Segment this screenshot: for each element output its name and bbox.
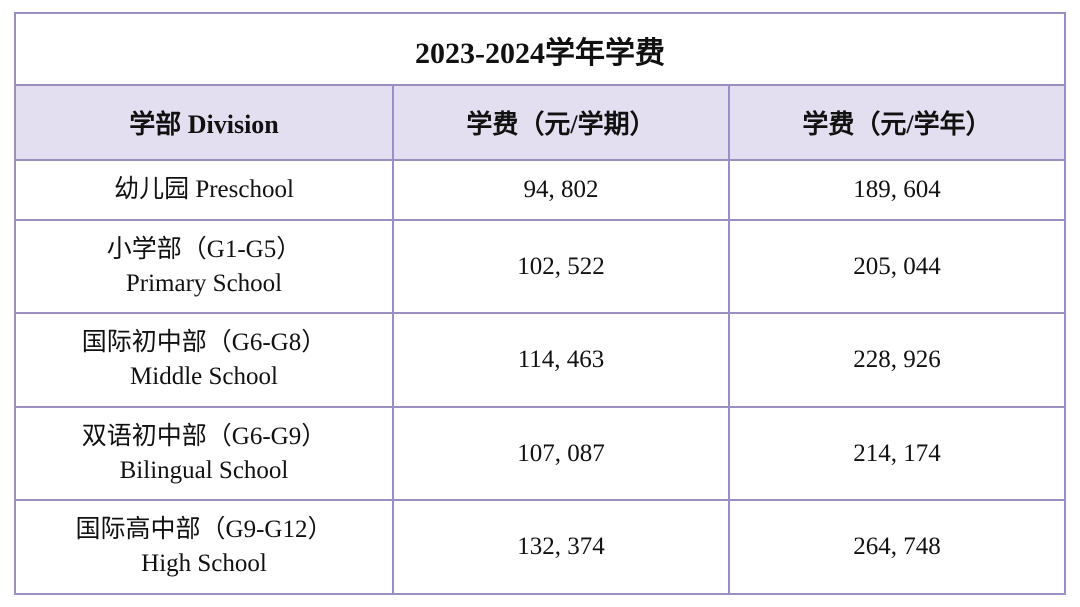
table-row: 小学部（G1-G5） Primary School 102, 522 205, … [15, 220, 1065, 314]
cell-per-semester: 94, 802 [393, 160, 729, 220]
table-title: 2023-2024学年学费 [15, 13, 1065, 85]
cell-per-semester: 102, 522 [393, 220, 729, 314]
cell-per-year: 264, 748 [729, 500, 1065, 594]
table-header-row: 学部 Division 学费（元/学期） 学费（元/学年） [15, 85, 1065, 160]
cell-per-semester: 107, 087 [393, 407, 729, 501]
division-cn: 幼儿园 Preschool [114, 176, 294, 203]
col-header-division: 学部 Division [15, 85, 393, 160]
table-row: 双语初中部（G6-G9） Bilingual School 107, 087 2… [15, 407, 1065, 501]
cell-per-year: 214, 174 [729, 407, 1065, 501]
division-cn: 国际高中部（G9-G12） [76, 516, 333, 543]
division-cn: 双语初中部（G6-G9） [82, 423, 326, 450]
division-cn: 小学部（G1-G5） [107, 236, 301, 263]
division-cn: 国际初中部（G6-G8） [82, 329, 326, 356]
table-title-row: 2023-2024学年学费 [15, 13, 1065, 85]
table-row: 国际高中部（G9-G12） High School 132, 374 264, … [15, 500, 1065, 594]
division-en: Bilingual School [120, 457, 289, 484]
cell-division: 双语初中部（G6-G9） Bilingual School [15, 407, 393, 501]
division-en: Middle School [130, 363, 278, 390]
cell-per-semester: 114, 463 [393, 313, 729, 407]
col-header-per-semester: 学费（元/学期） [393, 85, 729, 160]
table-body: 幼儿园 Preschool 94, 802 189, 604 小学部（G1-G5… [15, 160, 1065, 594]
cell-division: 国际初中部（G6-G8） Middle School [15, 313, 393, 407]
col-header-per-year: 学费（元/学年） [729, 85, 1065, 160]
cell-division: 国际高中部（G9-G12） High School [15, 500, 393, 594]
cell-division: 幼儿园 Preschool [15, 160, 393, 220]
cell-per-year: 228, 926 [729, 313, 1065, 407]
table-row: 国际初中部（G6-G8） Middle School 114, 463 228,… [15, 313, 1065, 407]
cell-per-year: 205, 044 [729, 220, 1065, 314]
table-row: 幼儿园 Preschool 94, 802 189, 604 [15, 160, 1065, 220]
cell-division: 小学部（G1-G5） Primary School [15, 220, 393, 314]
division-en: Primary School [126, 270, 282, 297]
cell-per-year: 189, 604 [729, 160, 1065, 220]
tuition-table: 2023-2024学年学费 学部 Division 学费（元/学期） 学费（元/… [14, 12, 1066, 595]
cell-per-semester: 132, 374 [393, 500, 729, 594]
division-en: High School [141, 550, 267, 577]
